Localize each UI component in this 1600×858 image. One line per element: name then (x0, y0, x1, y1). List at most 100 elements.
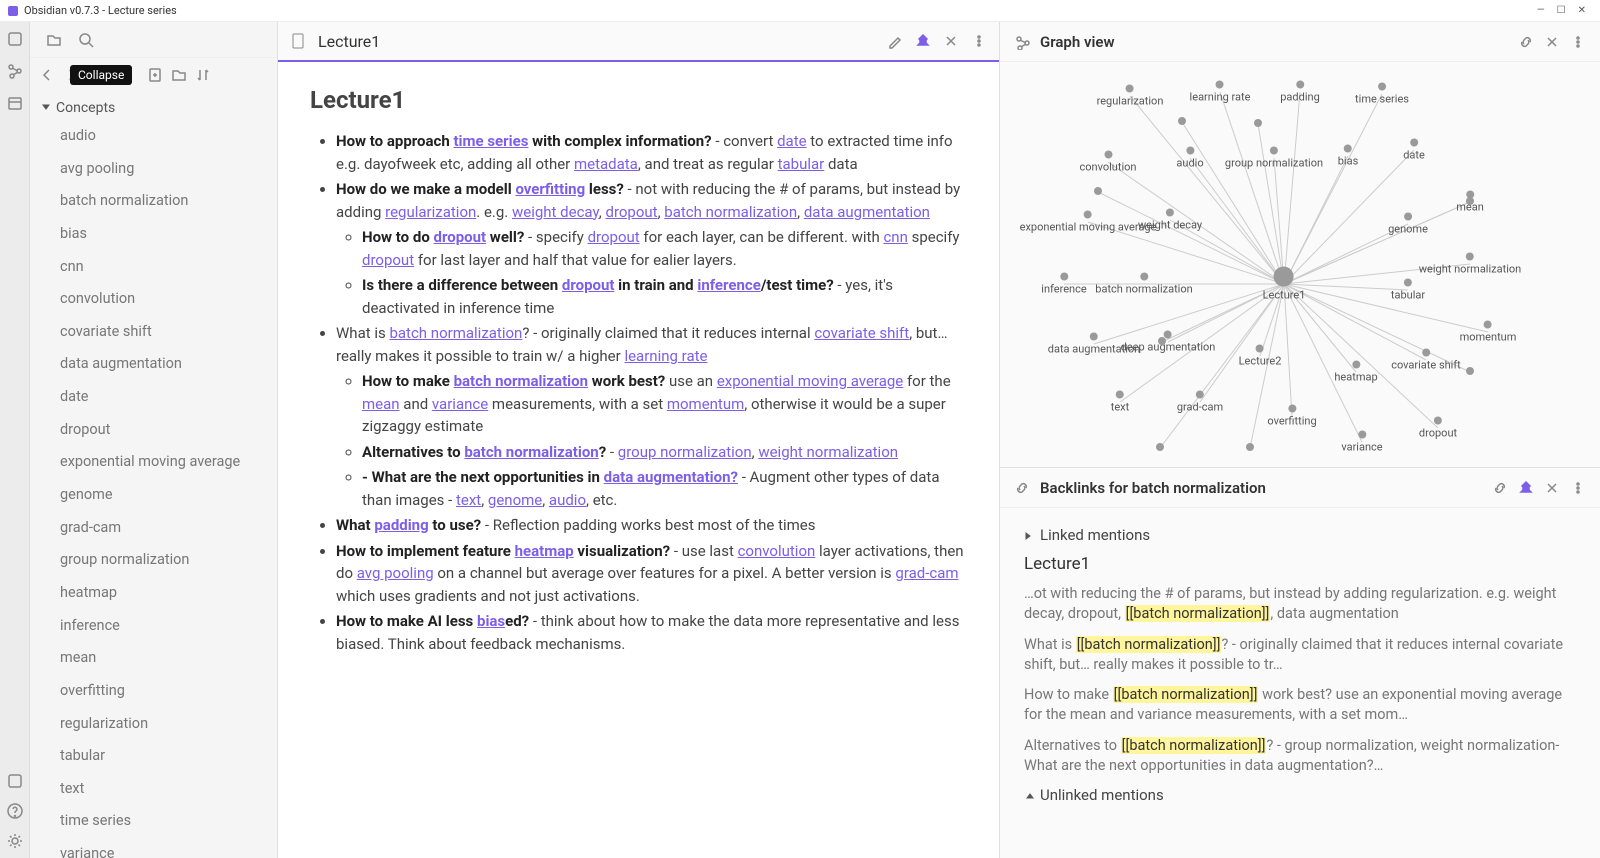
graph-node[interactable]: bias (1338, 145, 1359, 168)
file-item[interactable]: heatmap (30, 577, 277, 610)
wiki-link[interactable]: convolution (738, 542, 816, 560)
wiki-link[interactable]: mean (362, 395, 400, 413)
graph-node[interactable]: text (1111, 391, 1130, 414)
backlink-file[interactable]: Lecture1 (1024, 554, 1576, 574)
file-item[interactable]: regularization (30, 708, 277, 741)
wiki-link[interactable]: batch normalization (389, 324, 522, 342)
file-item[interactable]: tabular (30, 740, 277, 773)
close-graph-icon[interactable] (1544, 34, 1560, 50)
file-item[interactable]: bias (30, 218, 277, 251)
graph-node[interactable] (1094, 187, 1102, 197)
nav-back-icon[interactable] (38, 66, 56, 84)
graph-node[interactable]: deep augmentation (1121, 331, 1216, 354)
search-tab[interactable] (72, 26, 100, 54)
graph-node[interactable]: grad-cam (1177, 391, 1223, 414)
graph-node[interactable]: convolution (1080, 151, 1137, 174)
file-item[interactable]: grad-cam (30, 512, 277, 545)
wiki-link[interactable]: metadata (574, 155, 638, 173)
window-maximize[interactable]: ☐ (1551, 5, 1572, 16)
wiki-link[interactable]: inference (697, 276, 760, 294)
wiki-link[interactable]: variance (432, 395, 488, 413)
graph-node[interactable]: variance (1341, 431, 1382, 454)
graph-node[interactable] (1246, 443, 1254, 453)
wiki-link[interactable]: overfitting (515, 180, 585, 198)
file-item[interactable]: cnn (30, 251, 277, 284)
wiki-link[interactable]: heatmap (515, 542, 574, 560)
wiki-link[interactable]: dropout (562, 276, 615, 294)
graph-node[interactable]: dropout (1419, 417, 1457, 440)
graph-node[interactable]: Lecture2 (1239, 345, 1282, 368)
wiki-link[interactable]: dropout (605, 203, 657, 221)
file-item[interactable]: batch normalization (30, 185, 277, 218)
edit-icon[interactable] (887, 33, 903, 49)
wiki-link[interactable]: avg pooling (357, 564, 434, 582)
graph-node[interactable] (1158, 337, 1166, 347)
new-folder-icon[interactable] (170, 66, 188, 84)
wiki-link[interactable]: exponential moving average (717, 372, 903, 390)
wiki-link[interactable]: group normalization (618, 443, 752, 461)
wiki-link[interactable]: text (456, 491, 481, 509)
more-icon[interactable] (971, 33, 987, 49)
file-item[interactable]: audio (30, 120, 277, 153)
wiki-link[interactable]: time series (453, 132, 528, 150)
close-icon[interactable] (943, 33, 959, 49)
vault-icon[interactable] (6, 772, 24, 790)
help-icon[interactable] (6, 802, 24, 820)
wiki-link[interactable]: covariate shift (814, 324, 909, 342)
graph-node[interactable]: weight normalization (1419, 253, 1521, 276)
wiki-link[interactable]: weight decay (512, 203, 599, 221)
file-item[interactable]: text (30, 773, 277, 806)
graph-node[interactable] (1254, 119, 1262, 129)
graph-node[interactable] (1466, 197, 1474, 207)
graph-node[interactable]: padding (1280, 81, 1320, 104)
wiki-link[interactable]: genome (488, 491, 542, 509)
link-icon[interactable] (1518, 34, 1534, 50)
linked-mentions-header[interactable]: Linked mentions (1024, 526, 1576, 544)
file-item[interactable]: genome (30, 479, 277, 512)
file-item[interactable]: dropout (30, 414, 277, 447)
graph-node[interactable]: audio (1176, 147, 1203, 170)
file-item[interactable]: mean (30, 642, 277, 675)
wiki-link[interactable]: audio (549, 491, 586, 509)
backlink-item[interactable]: Alternatives to [[batch normalization]]?… (1024, 736, 1576, 777)
file-item[interactable]: covariate shift (30, 316, 277, 349)
more-graph-icon[interactable] (1570, 34, 1586, 50)
graph-node[interactable]: time series (1355, 83, 1409, 106)
wiki-link[interactable]: batch normalization (664, 203, 797, 221)
wiki-link[interactable]: momentum (667, 395, 744, 413)
graph-node[interactable]: Lecture1 (1263, 267, 1306, 302)
wiki-link[interactable]: cnn (883, 228, 907, 246)
graph-node[interactable]: tabular (1391, 279, 1425, 302)
file-item[interactable]: avg pooling (30, 153, 277, 186)
graph-node[interactable]: group normalization (1225, 147, 1323, 170)
graph-node[interactable]: overfitting (1267, 405, 1316, 428)
pin-icon[interactable] (915, 33, 931, 49)
new-note-icon[interactable] (146, 66, 164, 84)
wiki-link[interactable]: learning rate (624, 347, 707, 365)
wiki-link[interactable]: batch normalization (454, 372, 588, 390)
graph-canvas[interactable]: regularizationlearning ratepaddingtime s… (1000, 62, 1600, 467)
file-item[interactable]: exponential moving average (30, 446, 277, 479)
file-explorer-tab[interactable] (40, 26, 68, 54)
backlink-item[interactable]: What is [[batch normalization]]? - origi… (1024, 635, 1576, 676)
graph-node[interactable]: exponential moving average (1020, 211, 1157, 234)
bl-more-icon[interactable] (1570, 480, 1586, 496)
graph-node[interactable] (1178, 117, 1186, 127)
graph-node[interactable]: weight decay (1138, 209, 1202, 232)
wiki-link[interactable]: tabular (778, 155, 825, 173)
bl-pin-icon[interactable] (1518, 480, 1534, 496)
window-close[interactable]: ✕ (1572, 5, 1592, 16)
graph-node[interactable]: genome (1388, 213, 1428, 236)
wiki-link[interactable]: batch normalization (464, 443, 598, 461)
graph-node[interactable]: heatmap (1334, 361, 1377, 384)
file-item[interactable]: convolution (30, 283, 277, 316)
file-item[interactable]: overfitting (30, 675, 277, 708)
wiki-link[interactable]: data augmentation? (604, 468, 738, 486)
graph-icon[interactable] (6, 62, 24, 80)
window-minimize[interactable]: — (1531, 5, 1551, 16)
wiki-link[interactable]: grad-cam (895, 564, 958, 582)
graph-node[interactable]: batch normalization (1095, 273, 1192, 296)
folder-concepts[interactable]: Concepts (30, 96, 277, 120)
settings-icon[interactable] (6, 832, 24, 850)
file-item[interactable]: time series (30, 805, 277, 838)
